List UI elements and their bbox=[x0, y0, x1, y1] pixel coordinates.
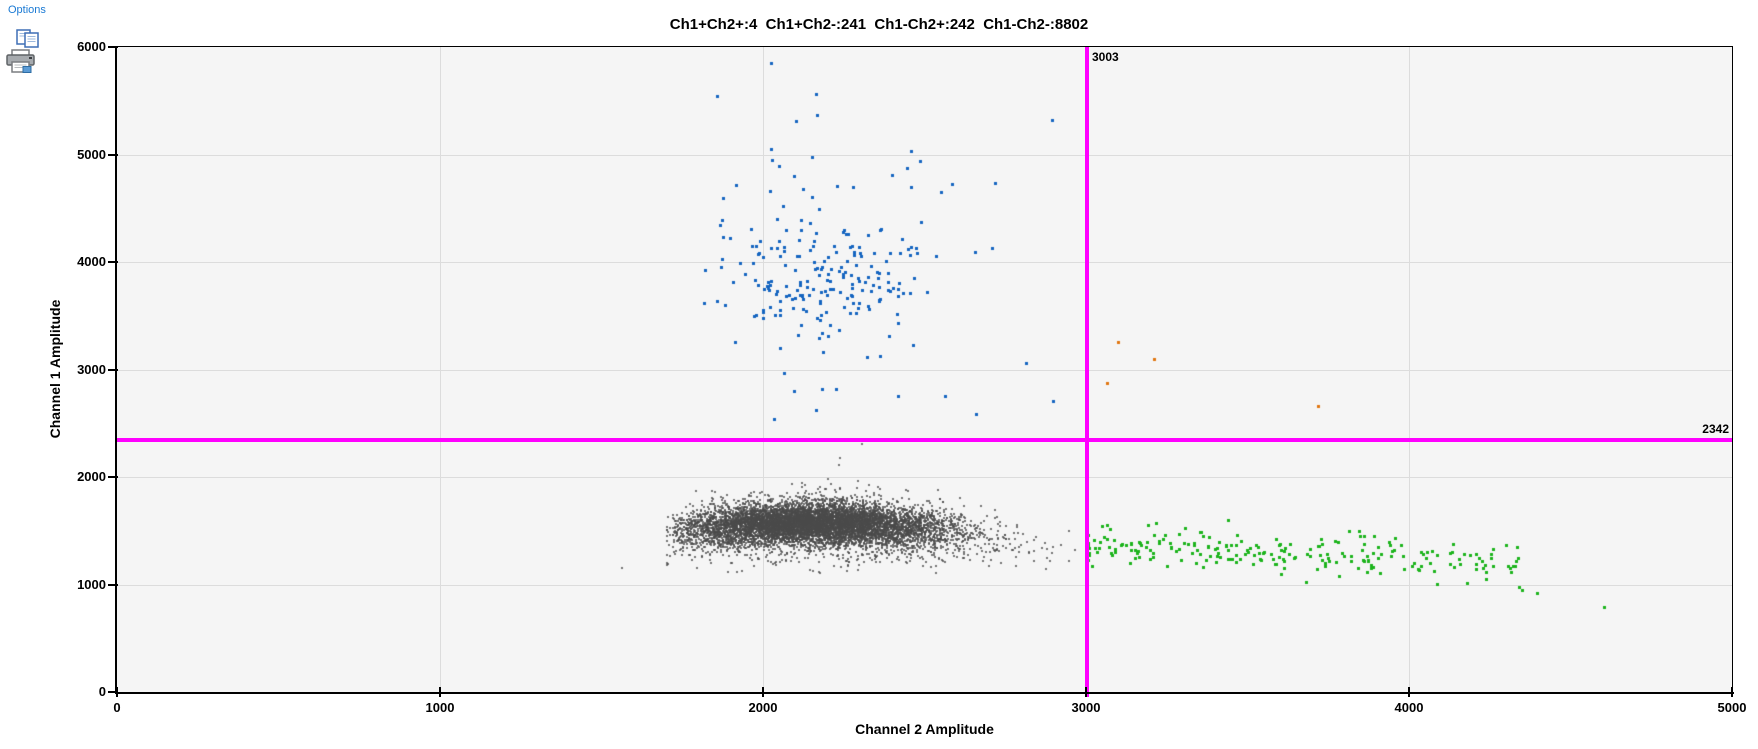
y-tick-mark bbox=[108, 261, 118, 263]
chart-title: Ch1+Ch2+:4 Ch1+Ch2-:241 Ch1-Ch2+:242 Ch1… bbox=[669, 16, 1089, 33]
y-tick-label: 0 bbox=[98, 684, 106, 699]
threshold-x-label: 3003 bbox=[1092, 50, 1119, 64]
threshold-line-horizontal[interactable] bbox=[117, 438, 1732, 442]
x-tick-label: 4000 bbox=[1394, 700, 1424, 715]
y-tick-mark bbox=[108, 691, 118, 693]
x-tick-label: 3000 bbox=[1071, 700, 1101, 715]
y-tick-mark bbox=[108, 369, 118, 371]
y-tick-label: 4000 bbox=[77, 254, 106, 269]
x-tick-label: 0 bbox=[113, 700, 121, 715]
printer-icon bbox=[6, 49, 35, 73]
plot-area: 3003 2342 bbox=[117, 47, 1732, 697]
y-tick-label: 5000 bbox=[77, 147, 106, 162]
threshold-line-vertical[interactable] bbox=[1085, 47, 1089, 697]
x-tick-mark bbox=[1085, 687, 1087, 697]
x-tick-label: 5000 bbox=[1717, 700, 1747, 715]
x-tick-label: 2000 bbox=[748, 700, 778, 715]
y-tick-label: 2000 bbox=[77, 469, 106, 484]
x-tick-label: 1000 bbox=[425, 700, 455, 715]
y-tick-label: 3000 bbox=[77, 362, 106, 377]
x-tick-mark bbox=[439, 687, 441, 697]
print-button[interactable] bbox=[5, 49, 37, 74]
threshold-y-label: 2342 bbox=[1702, 422, 1729, 436]
y-tick-mark bbox=[108, 584, 118, 586]
y-tick-mark bbox=[108, 154, 118, 156]
x-axis-title: Channel 2 Amplitude bbox=[855, 721, 994, 737]
plot-border-top bbox=[115, 46, 1733, 47]
copy-button[interactable] bbox=[16, 29, 40, 48]
plot-border-right bbox=[1732, 46, 1733, 693]
options-link[interactable]: Options bbox=[8, 4, 46, 16]
x-tick-mark bbox=[762, 687, 764, 697]
scatter-canvas[interactable] bbox=[117, 47, 1732, 692]
y-tick-mark bbox=[108, 46, 118, 48]
y-tick-label: 1000 bbox=[77, 577, 106, 592]
x-tick-mark bbox=[1731, 687, 1733, 697]
x-tick-mark bbox=[1408, 687, 1410, 697]
x-axis-line bbox=[115, 692, 1734, 694]
y-tick-label: 6000 bbox=[77, 39, 106, 54]
copy-icon bbox=[16, 29, 39, 48]
y-tick-mark bbox=[108, 476, 118, 478]
